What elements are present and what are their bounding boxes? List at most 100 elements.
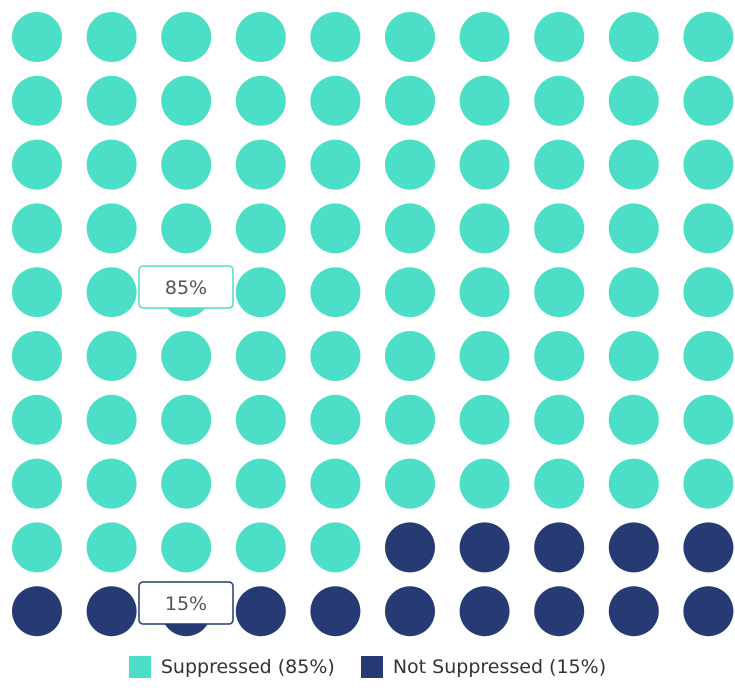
legend-item-suppressed[interactable]: Suppressed (85%)	[128, 656, 335, 678]
legend-item-not-suppressed[interactable]: Not Suppressed (15%)	[360, 656, 606, 678]
waffle-dot-suppressed[interactable]	[459, 394, 510, 445]
waffle-dot-suppressed[interactable]	[86, 139, 137, 190]
waffle-dot-suppressed[interactable]	[235, 75, 286, 126]
waffle-dot-not-suppressed[interactable]	[12, 586, 62, 637]
waffle-dot-suppressed[interactable]	[161, 394, 212, 445]
waffle-dot-suppressed[interactable]	[534, 267, 585, 318]
waffle-dot-suppressed[interactable]	[534, 12, 585, 62]
waffle-dot-suppressed[interactable]	[608, 139, 659, 190]
waffle-dot-suppressed[interactable]	[459, 139, 510, 190]
waffle-dot-suppressed[interactable]	[235, 394, 286, 445]
waffle-dot-suppressed[interactable]	[459, 75, 510, 126]
waffle-dot-suppressed[interactable]	[12, 331, 62, 381]
waffle-dot-suppressed[interactable]	[534, 458, 585, 509]
waffle-dot-suppressed[interactable]	[161, 331, 212, 381]
waffle-dot-suppressed[interactable]	[683, 458, 734, 509]
waffle-dot-suppressed[interactable]	[12, 139, 62, 190]
waffle-dot-suppressed[interactable]	[310, 267, 361, 318]
waffle-dot-suppressed[interactable]	[608, 203, 659, 254]
waffle-dot-not-suppressed[interactable]	[459, 522, 510, 573]
waffle-dot-suppressed[interactable]	[608, 75, 659, 126]
waffle-dot-suppressed[interactable]	[12, 203, 62, 254]
waffle-dot-suppressed[interactable]	[608, 394, 659, 445]
waffle-dot-suppressed[interactable]	[534, 331, 585, 381]
waffle-dot-suppressed[interactable]	[161, 522, 212, 573]
waffle-dot-suppressed[interactable]	[235, 522, 286, 573]
waffle-dot-suppressed[interactable]	[86, 203, 137, 254]
waffle-dot-suppressed[interactable]	[86, 522, 137, 573]
waffle-dot-suppressed[interactable]	[310, 458, 361, 509]
waffle-dot-suppressed[interactable]	[235, 139, 286, 190]
waffle-dot-not-suppressed[interactable]	[385, 586, 435, 637]
waffle-dot-suppressed[interactable]	[86, 331, 137, 381]
waffle-dot-suppressed[interactable]	[385, 12, 435, 62]
waffle-dot-suppressed[interactable]	[12, 75, 62, 126]
waffle-dot-suppressed[interactable]	[86, 267, 137, 318]
waffle-dot-suppressed[interactable]	[608, 331, 659, 381]
waffle-dot-suppressed[interactable]	[310, 139, 361, 190]
waffle-dot-suppressed[interactable]	[385, 139, 435, 190]
waffle-dot-suppressed[interactable]	[161, 203, 212, 254]
waffle-dot-not-suppressed[interactable]	[459, 586, 510, 637]
waffle-dot-suppressed[interactable]	[683, 331, 734, 381]
waffle-dot-suppressed[interactable]	[385, 394, 435, 445]
waffle-dot-suppressed[interactable]	[235, 12, 286, 62]
waffle-dot-suppressed[interactable]	[459, 267, 510, 318]
waffle-dot-suppressed[interactable]	[235, 203, 286, 254]
waffle-dot-suppressed[interactable]	[12, 12, 62, 62]
waffle-dot-not-suppressed[interactable]	[683, 522, 734, 573]
waffle-dot-suppressed[interactable]	[310, 331, 361, 381]
waffle-dot-suppressed[interactable]	[608, 267, 659, 318]
waffle-dot-suppressed[interactable]	[608, 458, 659, 509]
waffle-dot-suppressed[interactable]	[683, 394, 734, 445]
waffle-dot-suppressed[interactable]	[86, 458, 137, 509]
waffle-dot-suppressed[interactable]	[683, 203, 734, 254]
waffle-dot-suppressed[interactable]	[683, 75, 734, 126]
waffle-dot-suppressed[interactable]	[235, 458, 286, 509]
waffle-dot-not-suppressed[interactable]	[385, 522, 435, 573]
waffle-dot-suppressed[interactable]	[683, 267, 734, 318]
waffle-dot-suppressed[interactable]	[310, 12, 361, 62]
waffle-dot-not-suppressed[interactable]	[534, 522, 585, 573]
waffle-dot-suppressed[interactable]	[385, 331, 435, 381]
waffle-dot-suppressed[interactable]	[385, 267, 435, 318]
waffle-dot-suppressed[interactable]	[310, 75, 361, 126]
waffle-dot-suppressed[interactable]	[459, 458, 510, 509]
waffle-dot-suppressed[interactable]	[86, 75, 137, 126]
waffle-dot-suppressed[interactable]	[161, 139, 212, 190]
waffle-dot-not-suppressed[interactable]	[86, 586, 137, 637]
waffle-dot-suppressed[interactable]	[385, 203, 435, 254]
waffle-dot-not-suppressed[interactable]	[310, 586, 361, 637]
waffle-dot-suppressed[interactable]	[459, 12, 510, 62]
waffle-dot-suppressed[interactable]	[310, 394, 361, 445]
waffle-dot-not-suppressed[interactable]	[683, 586, 734, 637]
waffle-dot-suppressed[interactable]	[235, 331, 286, 381]
waffle-dot-suppressed[interactable]	[608, 12, 659, 62]
waffle-dot-suppressed[interactable]	[86, 394, 137, 445]
waffle-dot-suppressed[interactable]	[86, 12, 137, 62]
waffle-dot-not-suppressed[interactable]	[608, 522, 659, 573]
waffle-dot-not-suppressed[interactable]	[235, 586, 286, 637]
waffle-dot-suppressed[interactable]	[534, 203, 585, 254]
waffle-dot-suppressed[interactable]	[683, 12, 734, 62]
waffle-dot-suppressed[interactable]	[683, 139, 734, 190]
waffle-dot-suppressed[interactable]	[534, 394, 585, 445]
waffle-dot-not-suppressed[interactable]	[608, 586, 659, 637]
waffle-dot-suppressed[interactable]	[12, 267, 62, 318]
waffle-dot-suppressed[interactable]	[235, 267, 286, 318]
waffle-dot-suppressed[interactable]	[459, 203, 510, 254]
waffle-dot-suppressed[interactable]	[534, 75, 585, 126]
waffle-dot-not-suppressed[interactable]	[534, 586, 585, 637]
waffle-dot-suppressed[interactable]	[459, 331, 510, 381]
waffle-dot-suppressed[interactable]	[161, 458, 212, 509]
waffle-dot-suppressed[interactable]	[12, 458, 62, 509]
waffle-dot-suppressed[interactable]	[161, 75, 212, 126]
waffle-dot-suppressed[interactable]	[12, 394, 62, 445]
waffle-dot-suppressed[interactable]	[161, 12, 212, 62]
waffle-dot-suppressed[interactable]	[12, 522, 62, 573]
waffle-dot-suppressed[interactable]	[385, 75, 435, 126]
waffle-dot-suppressed[interactable]	[310, 522, 361, 573]
waffle-dot-suppressed[interactable]	[310, 203, 361, 254]
waffle-dot-suppressed[interactable]	[385, 458, 435, 509]
waffle-dot-suppressed[interactable]	[534, 139, 585, 190]
